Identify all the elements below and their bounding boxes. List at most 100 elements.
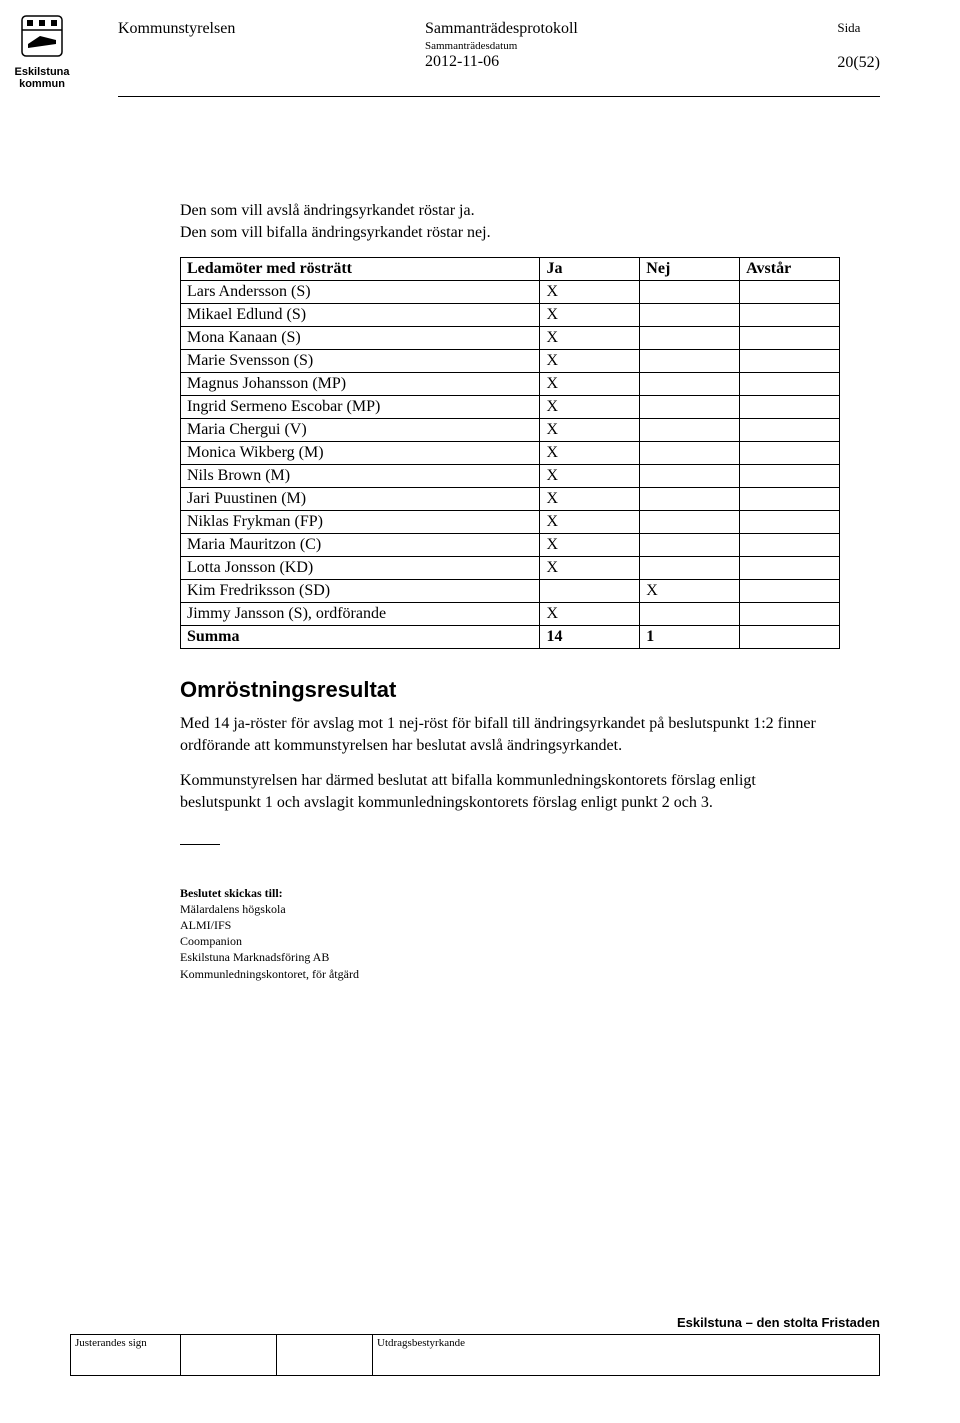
vote-abstain	[740, 511, 840, 534]
vote-no	[640, 281, 740, 304]
vote-abstain	[740, 304, 840, 327]
member-name: Ingrid Sermeno Escobar (MP)	[181, 396, 540, 419]
member-name: Nils Brown (M)	[181, 465, 540, 488]
distribution-line: Kommunledningskontoret, för åtgärd	[180, 966, 840, 982]
vote-abstain	[740, 373, 840, 396]
voting-row: Monica Wikberg (M)X	[181, 442, 840, 465]
vote-yes: X	[540, 419, 640, 442]
page-header: Eskilstuna kommun Kommunstyrelsen Samman…	[0, 0, 960, 150]
member-name: Monica Wikberg (M)	[181, 442, 540, 465]
municipality-logo: Eskilstuna kommun	[12, 14, 72, 90]
voting-row: Lotta Jonsson (KD)X	[181, 557, 840, 580]
voting-row: Maria Mauritzon (C)X	[181, 534, 840, 557]
summary-abstain	[740, 626, 840, 649]
vote-no	[640, 511, 740, 534]
municipality-name: Eskilstuna kommun	[12, 66, 72, 90]
col-no: Nej	[640, 258, 740, 281]
main-content: Den som vill avslå ändringsyrkandet röst…	[180, 200, 840, 982]
vote-no	[640, 350, 740, 373]
vote-abstain	[740, 557, 840, 580]
summary-no: 1	[640, 626, 740, 649]
footer-signature-box-1	[181, 1335, 277, 1375]
member-name: Mikael Edlund (S)	[181, 304, 540, 327]
header-page-block: Sida 20(52)	[837, 20, 880, 72]
distribution-line: Eskilstuna Marknadsföring AB	[180, 949, 840, 965]
voting-row: Maria Chergui (V)X	[181, 419, 840, 442]
vote-no	[640, 557, 740, 580]
header-protocol: Sammanträdesprotokoll Sammanträdesdatum …	[425, 20, 578, 71]
member-name: Niklas Frykman (FP)	[181, 511, 540, 534]
vote-abstain	[740, 534, 840, 557]
distribution-line: ALMI/IFS	[180, 917, 840, 933]
result-heading: Omröstningsresultat	[180, 677, 840, 703]
header-date-label: Sammanträdesdatum	[425, 40, 578, 52]
header-committee: Kommunstyrelsen	[118, 20, 235, 38]
member-name: Magnus Johansson (MP)	[181, 373, 540, 396]
voting-row: Lars Andersson (S)X	[181, 281, 840, 304]
member-name: Lars Andersson (S)	[181, 281, 540, 304]
vote-abstain	[740, 419, 840, 442]
member-name: Kim Fredriksson (SD)	[181, 580, 540, 603]
coat-of-arms-icon	[20, 14, 64, 62]
header-doc-type: Sammanträdesprotokoll	[425, 20, 578, 38]
vote-yes: X	[540, 488, 640, 511]
header-page-number: 20(52)	[837, 54, 880, 72]
col-abstain: Avstår	[740, 258, 840, 281]
vote-abstain	[740, 488, 840, 511]
vote-abstain	[740, 603, 840, 626]
intro-paragraph: Den som vill avslå ändringsyrkandet röst…	[180, 200, 840, 243]
voting-row: Jimmy Jansson (S), ordförandeX	[181, 603, 840, 626]
vote-no	[640, 304, 740, 327]
vote-abstain	[740, 442, 840, 465]
member-name: Mona Kanaan (S)	[181, 327, 540, 350]
footer-tagline: Eskilstuna – den stolta Fristaden	[70, 1315, 880, 1330]
vote-no	[640, 488, 740, 511]
result-paragraph-2: Kommunstyrelsen har därmed beslutat att …	[180, 770, 840, 813]
vote-yes: X	[540, 304, 640, 327]
voting-row: Magnus Johansson (MP)X	[181, 373, 840, 396]
header-date: 2012-11-06	[425, 53, 578, 71]
vote-no	[640, 534, 740, 557]
voting-row: Marie Svensson (S)X	[181, 350, 840, 373]
vote-abstain	[740, 396, 840, 419]
section-divider	[180, 844, 220, 845]
member-name: Maria Chergui (V)	[181, 419, 540, 442]
vote-no	[640, 327, 740, 350]
distribution-line: Mälardalens högskola	[180, 901, 840, 917]
vote-yes: X	[540, 350, 640, 373]
summary-yes: 14	[540, 626, 640, 649]
col-members: Ledamöter med rösträtt	[181, 258, 540, 281]
vote-yes: X	[540, 373, 640, 396]
vote-no	[640, 465, 740, 488]
vote-no	[640, 396, 740, 419]
voting-row: Ingrid Sermeno Escobar (MP)X	[181, 396, 840, 419]
vote-abstain	[740, 281, 840, 304]
vote-yes: X	[540, 534, 640, 557]
vote-abstain	[740, 580, 840, 603]
voting-row: Mikael Edlund (S)X	[181, 304, 840, 327]
member-name: Marie Svensson (S)	[181, 350, 540, 373]
distribution-lead: Beslutet skickas till:	[180, 885, 840, 901]
summary-label: Summa	[181, 626, 540, 649]
vote-yes	[540, 580, 640, 603]
vote-yes: X	[540, 603, 640, 626]
vote-abstain	[740, 465, 840, 488]
vote-no	[640, 373, 740, 396]
distribution-line: Coompanion	[180, 933, 840, 949]
vote-yes: X	[540, 465, 640, 488]
vote-no: X	[640, 580, 740, 603]
footer-signature-box-2	[277, 1335, 373, 1375]
vote-no	[640, 442, 740, 465]
voting-table: Ledamöter med rösträtt Ja Nej Avstår Lar…	[180, 257, 840, 649]
member-name: Maria Mauritzon (C)	[181, 534, 540, 557]
voting-row: Kim Fredriksson (SD) X	[181, 580, 840, 603]
vote-yes: X	[540, 511, 640, 534]
result-paragraph-1: Med 14 ja-röster för avslag mot 1 nej-rö…	[180, 713, 840, 756]
vote-yes: X	[540, 557, 640, 580]
header-divider	[118, 96, 880, 97]
vote-yes: X	[540, 281, 640, 304]
vote-no	[640, 419, 740, 442]
header-page-label: Sida	[837, 20, 880, 36]
member-name: Jimmy Jansson (S), ordförande	[181, 603, 540, 626]
vote-yes: X	[540, 396, 640, 419]
